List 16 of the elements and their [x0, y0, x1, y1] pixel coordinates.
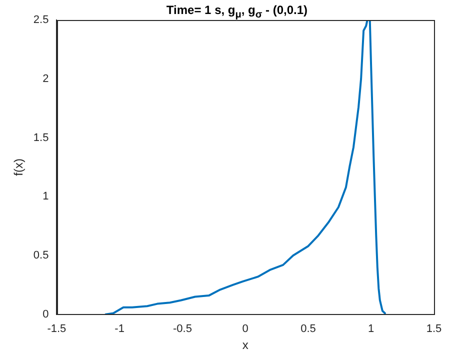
y-tick-label: 2 [42, 72, 49, 85]
chart-title: Time= 1 s, g$_{μ}$, g$_{σ}$ - (0,0.1) [166, 3, 308, 20]
y-tick-label: 1.5 [33, 132, 49, 144]
y-axis-title: f(x) [12, 158, 26, 176]
x-tick-label: -1.5 [47, 323, 66, 336]
x-tick-label: 1.5 [426, 323, 442, 336]
x-tick-label: 1 [368, 323, 374, 336]
x-tick-label: 0.5 [300, 323, 316, 336]
x-tick-label: 0 [242, 323, 248, 336]
y-tick-label: 2.5 [33, 14, 49, 26]
y-tick-label: 0.5 [33, 250, 49, 262]
y-tick-label: 1 [42, 190, 49, 203]
x-tick-label: -1 [114, 323, 124, 336]
x-tick-label: -0.5 [172, 323, 192, 336]
x-axis-title: x [242, 338, 248, 352]
y-tick-label: 0 [42, 308, 49, 320]
